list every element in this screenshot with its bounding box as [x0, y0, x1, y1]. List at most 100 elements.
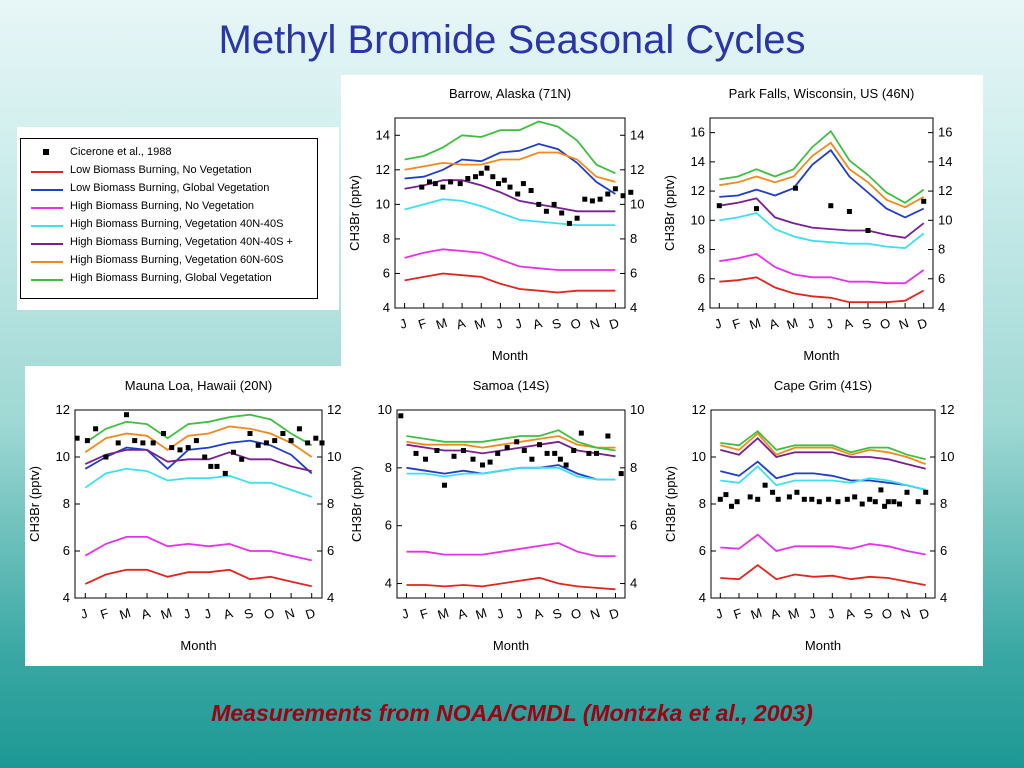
x-tick-label: A [454, 315, 467, 332]
observation-point [496, 181, 501, 187]
y-tick-label-left: 6 [383, 265, 390, 280]
observation-point [594, 450, 599, 456]
observation-point [427, 179, 432, 185]
observation-point [423, 456, 428, 462]
legend-entry: High Biomass Burning, No Vegetation [21, 199, 317, 217]
legend-label: High Biomass Burning, Global Vegetation [70, 272, 272, 284]
legend-label: High Biomass Burning, Vegetation 60N-60S [70, 254, 284, 266]
series-line [84, 413, 313, 447]
observation-point [84, 438, 90, 444]
x-tick-label: S [551, 605, 564, 622]
observation-point [717, 496, 723, 502]
x-tick-label: S [860, 315, 873, 332]
x-tick-label: O [878, 315, 892, 332]
y-tick-label-left: 14 [691, 154, 705, 169]
observation-point [605, 191, 611, 197]
observation-point [185, 445, 191, 451]
y-tick-label-left: 14 [376, 127, 390, 142]
observation-point [882, 503, 888, 509]
observation-point [605, 433, 611, 439]
y-tick-label-left: 4 [383, 300, 390, 315]
top-chart-panel: Barrow, Alaska (71N) 4 4 6 6 8 8 10 10 12 12 14 14 J F… [341, 75, 983, 366]
y-tick-label-right: 4 [327, 590, 334, 605]
y-tick-label-left: 16 [691, 125, 705, 140]
y-tick-label-left: 8 [698, 242, 705, 257]
observation-point [747, 494, 753, 500]
legend-entry: High Biomass Burning, Vegetation 40N-40S… [21, 235, 317, 253]
observation-point [536, 201, 542, 207]
y-tick-label-left: 12 [691, 183, 705, 198]
series-line [720, 432, 927, 465]
legend-line-swatch [31, 171, 63, 173]
observation-point [557, 456, 563, 462]
observation-point [529, 456, 535, 462]
x-tick-label: N [899, 605, 913, 622]
x-tick-label: O [569, 605, 583, 622]
plot-frame [394, 117, 626, 309]
observation-point [150, 440, 156, 446]
observation-point [214, 463, 220, 469]
observation-point [809, 496, 815, 502]
series-line [719, 197, 925, 239]
x-tick-label: F [732, 605, 744, 622]
series-line [719, 129, 925, 204]
observation-point [222, 470, 228, 476]
y-tick-label-right: 4 [938, 300, 945, 315]
y-tick-label-right: 6 [940, 543, 947, 558]
observation-point [734, 499, 740, 505]
observation-point [582, 196, 588, 202]
observation-point [434, 448, 440, 453]
observation-point [239, 456, 245, 462]
legend: Cicerone et al., 1988 Low Biomass Burning… [20, 138, 318, 299]
observation-point [844, 496, 850, 502]
y-tick-label-left: 8 [63, 496, 70, 511]
y-tick-label-left: 6 [698, 271, 705, 286]
x-tick-label: J [824, 316, 835, 332]
series-line [406, 576, 616, 591]
y-tick-label-left: 10 [378, 402, 392, 417]
x-tick-label: S [862, 605, 875, 622]
observation-point [563, 462, 569, 468]
x-tick-label: M [436, 605, 451, 623]
slide-title: Methyl Bromide Seasonal Cycles [218, 18, 806, 62]
observation-point [559, 210, 565, 216]
legend-entry: High Biomass Burning, Vegetation 40N-40S [21, 217, 317, 235]
observation-point [801, 496, 807, 502]
y-axis-label: CH3Br (pptv) [349, 466, 364, 542]
observation-point [161, 431, 166, 436]
y-tick-label-right: 8 [630, 231, 637, 246]
observation-point [202, 454, 208, 460]
observation-point [826, 496, 832, 502]
legend-entry: Cicerone et al., 1988 [21, 145, 317, 163]
y-tick-label-right: 6 [630, 265, 637, 280]
x-tick-label: N [588, 315, 602, 332]
x-tick-label: J [181, 606, 192, 622]
legend-line-swatch [31, 261, 63, 263]
legend-panel: Cicerone et al., 1988 Low Biomass Burning… [17, 127, 339, 310]
observation-point [620, 193, 626, 199]
observation-point [618, 471, 624, 477]
y-tick-label-right: 12 [938, 183, 952, 198]
observation-point [754, 206, 759, 212]
observation-point [729, 503, 734, 509]
legend-label: High Biomass Burning, Vegetation 40N-40S [70, 218, 284, 230]
chart-title: Mauna Loa, Hawaii (20N) [125, 378, 272, 393]
series-line [720, 430, 926, 461]
observation-point [515, 191, 521, 197]
x-tick-label: J [712, 316, 723, 332]
series-line [719, 276, 925, 304]
observation-point [480, 462, 485, 468]
legend-entry: High Biomass Burning, Global Vegetation [21, 271, 317, 289]
observation-point [319, 440, 325, 446]
x-tick-label: A [842, 315, 855, 332]
observation-point [514, 439, 520, 445]
series-line [404, 248, 616, 271]
observation-point [793, 185, 798, 191]
x-tick-label: N [283, 605, 297, 622]
series-line [84, 439, 313, 475]
observation-point [398, 413, 404, 419]
observation-point [628, 189, 634, 195]
legend-entry: High Biomass Burning, Vegetation 60N-60S [21, 253, 317, 271]
